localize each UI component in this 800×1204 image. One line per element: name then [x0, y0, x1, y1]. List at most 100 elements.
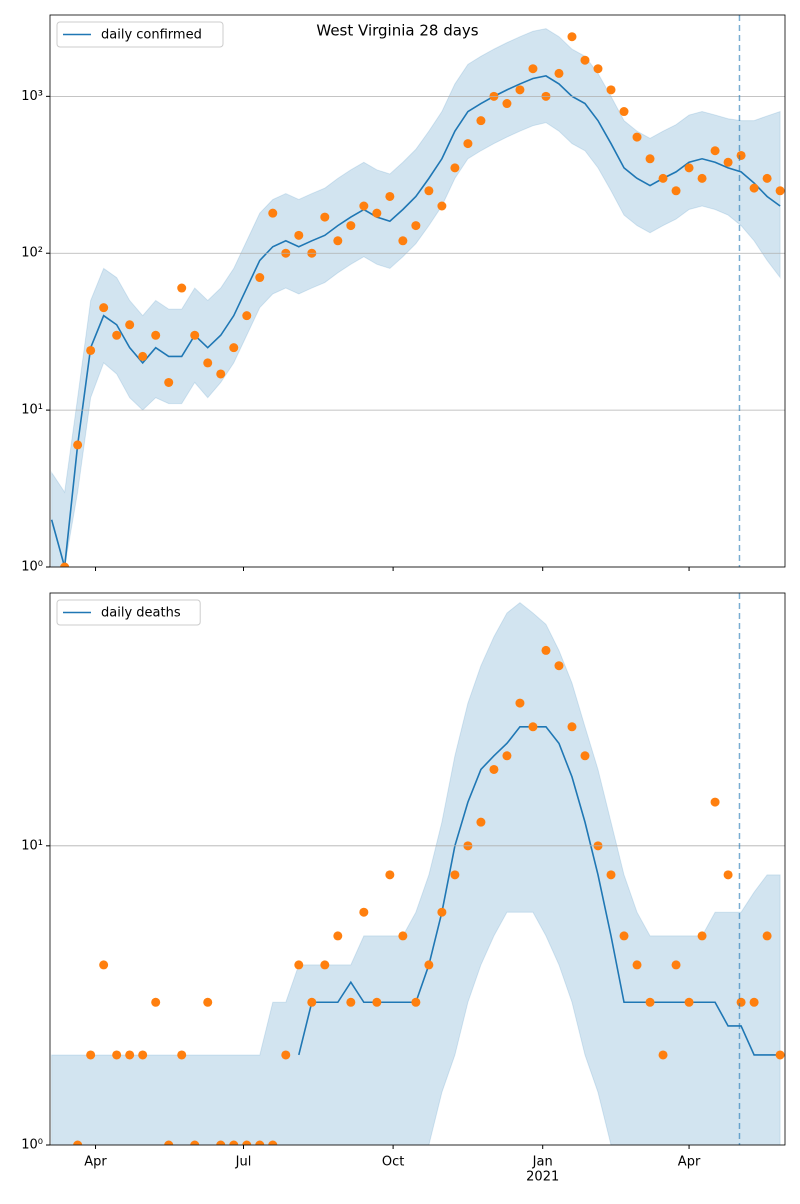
data-point — [190, 1140, 200, 1145]
data-point — [710, 797, 720, 807]
data-point — [86, 345, 96, 355]
data-point — [437, 907, 447, 917]
uncertainty-band — [51, 28, 781, 567]
chart-title: West Virginia 28 days — [316, 22, 478, 40]
data-point — [281, 1050, 291, 1060]
data-point — [567, 32, 577, 42]
data-point — [255, 273, 265, 283]
data-point — [684, 997, 694, 1007]
data-point — [398, 236, 408, 246]
x-tick-label: Apr — [84, 1155, 107, 1170]
data-point — [320, 960, 330, 970]
data-point — [151, 997, 161, 1007]
data-point — [138, 1050, 148, 1060]
data-point — [73, 1140, 83, 1145]
uncertainty-band — [51, 601, 781, 1145]
axes-frame — [49, 592, 786, 1146]
data-point — [424, 960, 434, 970]
data-point — [437, 201, 447, 211]
data-point — [632, 132, 642, 142]
data-point — [606, 870, 616, 880]
data-point — [580, 751, 590, 761]
legend-box — [56, 21, 224, 48]
data-point — [125, 320, 135, 330]
plot-area — [50, 28, 785, 567]
data-point — [775, 1050, 785, 1060]
data-point — [99, 303, 109, 313]
x-tick-label: Jul — [235, 1155, 252, 1170]
data-point — [242, 311, 252, 321]
y-tick-label: 10¹ — [21, 403, 43, 418]
data-point — [580, 55, 590, 65]
data-point — [762, 173, 772, 183]
data-point — [60, 562, 70, 567]
data-point — [424, 186, 434, 196]
data-point — [203, 358, 213, 368]
data-point — [190, 330, 200, 340]
data-point — [489, 764, 499, 774]
data-point — [177, 283, 187, 293]
data-point — [372, 997, 382, 1007]
y-tick-label: 10⁰ — [21, 560, 43, 575]
data-point — [736, 150, 746, 160]
data-point — [398, 931, 408, 941]
y-tick-label: 10⁰ — [21, 1138, 43, 1153]
data-point — [697, 931, 707, 941]
data-point — [411, 221, 421, 231]
data-point — [671, 186, 681, 196]
data-point — [99, 960, 109, 970]
y-tick-label: 10¹ — [21, 838, 43, 853]
data-point — [333, 931, 343, 941]
data-point — [385, 870, 395, 880]
data-point — [697, 173, 707, 183]
data-point — [242, 1140, 252, 1145]
data-point — [177, 1050, 187, 1060]
data-point — [684, 163, 694, 173]
y-tick-label: 10² — [21, 246, 43, 261]
data-point — [112, 330, 122, 340]
data-point — [320, 212, 330, 222]
series-line — [50, 75, 781, 567]
data-point — [346, 221, 356, 231]
data-point — [333, 236, 343, 246]
data-point — [723, 870, 733, 880]
data-point — [294, 230, 304, 240]
data-point — [151, 330, 161, 340]
data-point — [216, 369, 226, 379]
y-tick-label: 10³ — [21, 89, 43, 104]
data-point — [749, 183, 759, 193]
data-point — [502, 751, 512, 761]
data-point — [216, 1140, 226, 1145]
data-point — [619, 931, 629, 941]
data-point — [229, 343, 239, 353]
data-point — [645, 997, 655, 1007]
x-tick-label: Jan — [532, 1155, 553, 1170]
data-point — [736, 997, 746, 1007]
data-point — [658, 1050, 668, 1060]
data-point — [671, 960, 681, 970]
data-point — [86, 1050, 96, 1060]
data-point — [541, 645, 551, 655]
data-point — [567, 722, 577, 732]
data-point — [658, 173, 668, 183]
data-point — [359, 201, 369, 211]
data-point — [632, 960, 642, 970]
data-point — [476, 817, 486, 827]
legend-label: daily deaths — [101, 606, 181, 621]
data-point — [385, 191, 395, 201]
legend-label: daily confirmed — [101, 28, 202, 43]
x-tick-sublabel: 2021 — [526, 1170, 559, 1185]
legend-box — [56, 599, 201, 626]
data-point — [645, 154, 655, 164]
data-point — [450, 870, 460, 880]
data-point — [112, 1050, 122, 1060]
data-point — [255, 1140, 265, 1145]
data-point — [346, 997, 356, 1007]
data-point — [502, 99, 512, 109]
data-point — [411, 997, 421, 1007]
data-point — [775, 186, 785, 196]
data-point — [229, 1140, 239, 1145]
data-point — [554, 68, 564, 78]
